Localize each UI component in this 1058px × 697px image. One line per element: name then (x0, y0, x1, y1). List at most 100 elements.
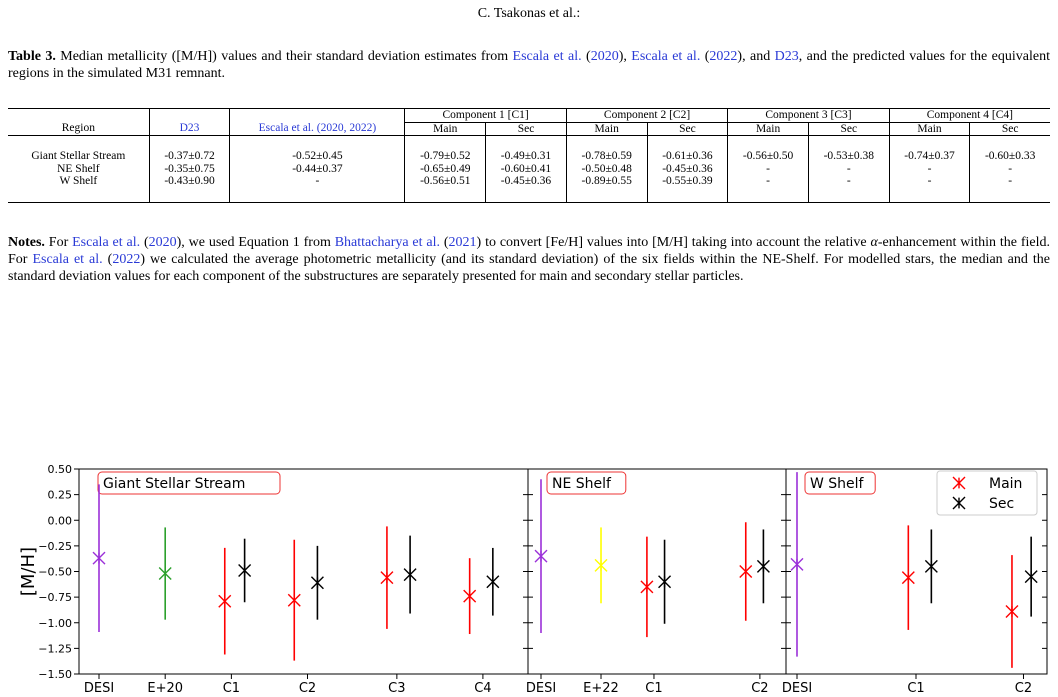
x-tick-label: E+22 (583, 681, 619, 696)
panel-frame (527, 468, 787, 675)
citation-year-link[interactable]: 2022 (112, 252, 141, 267)
y-axis-label: [M/H] (18, 547, 39, 596)
panel-title: NE Shelf (552, 476, 612, 492)
header-blank (229, 108, 406, 122)
cell-c2-main: -0.50±0.48 (566, 162, 648, 175)
panel-title: W Shelf (810, 476, 865, 492)
cell-c3-main: - (727, 175, 809, 188)
y-tick-label: −1.00 (38, 617, 72, 630)
running-header: C. Tsakonas et al.: (477, 6, 581, 21)
data-point-marker (534, 549, 548, 563)
panel-title-box (97, 471, 281, 495)
sub-sec: Sec (485, 122, 567, 136)
sub-sec: Sec (808, 122, 890, 136)
notes-label: Notes. (8, 235, 45, 250)
cell-c1-main: -0.56±0.51 (404, 175, 487, 188)
y-tick-label: 0.25 (48, 489, 73, 502)
data-point-marker (403, 568, 417, 582)
header-blank (8, 108, 150, 122)
notes-text: ( (102, 252, 113, 267)
y-tick-label: 0.00 (48, 514, 73, 527)
spacer (485, 187, 567, 203)
panel-title: Giant Stellar Stream (103, 476, 245, 492)
x-tick-label: C2 (751, 681, 768, 696)
spacer (485, 135, 567, 150)
cell-c3-sec: -0.53±0.38 (808, 150, 890, 163)
spacer (8, 135, 150, 150)
data-point-marker (238, 563, 252, 577)
cell-c3-sec: - (808, 175, 890, 188)
col-escala-header-link[interactable]: Escala et al. (2020, 2022) (229, 122, 406, 136)
caption-text: , and the predicted values for the equiv… (8, 49, 1050, 81)
cell-c1-sec: -0.45±0.36 (485, 175, 567, 188)
x-tick-label: C1 (907, 681, 924, 696)
table-notes: Notes. For Escala et al. (2020), we used… (8, 234, 1050, 285)
col-region-header: Region (8, 122, 150, 136)
x-tick-label: C1 (223, 681, 240, 696)
cell-c1-sec: -0.60±0.41 (485, 162, 567, 175)
sub-main: Main (727, 122, 809, 136)
cell-d23: -0.35±0.75 (149, 162, 231, 175)
notes-text: For (44, 235, 73, 250)
sub-sec: Sec (969, 122, 1050, 136)
data-point-marker (594, 558, 608, 572)
citation-link[interactable]: Escala et al. (32, 252, 103, 267)
data-point-marker (486, 575, 500, 589)
spacer (647, 135, 729, 150)
citation-year-link[interactable]: 2020 (590, 49, 619, 64)
table-caption: Table 3. Median metallicity ([M/H]) valu… (8, 48, 1050, 82)
citation-link[interactable]: Bhattacharya et al. (334, 235, 441, 250)
caption-text: ), and (737, 49, 775, 64)
spacer (808, 135, 890, 150)
panel-title-box (546, 471, 627, 495)
notes-text: ( (140, 235, 149, 250)
data-point-marker (739, 565, 753, 578)
spacer (229, 187, 406, 203)
data-point-marker (658, 575, 672, 589)
metallicity-table: Component 1 [C1] Component 2 [C2] Compon… (8, 108, 1050, 203)
spacer (149, 187, 231, 203)
spacer (229, 135, 406, 150)
data-point-marker (218, 594, 232, 608)
cell-region: NE Shelf (8, 162, 150, 175)
data-point-marker (287, 593, 301, 607)
data-point-marker (756, 559, 770, 573)
citation-year-link[interactable]: 2022 (709, 49, 738, 64)
component-header: Component 3 [C3] (727, 108, 890, 123)
citation-link[interactable]: D23 (774, 49, 799, 64)
spacer (647, 187, 729, 203)
caption-text: ( (700, 49, 710, 64)
component-header: Component 1 [C1] (404, 108, 567, 123)
legend-marker (952, 496, 966, 510)
citation-year-link[interactable]: 2020 (148, 235, 177, 250)
cell-escala: - (229, 175, 406, 188)
spacer (889, 135, 971, 150)
notes-text: ) to convert [Fe/H] values into [M/H] ta… (476, 235, 871, 250)
notes-text: ), we used Equation 1 from (176, 235, 335, 250)
cell-c4-sec: - (1008, 175, 1013, 187)
cell-c2-main: -0.89±0.55 (566, 175, 648, 188)
alpha-symbol: α (870, 235, 878, 250)
x-tick-label: DESI (84, 681, 114, 696)
citation-link[interactable]: Escala et al. (512, 49, 582, 64)
cell-c1-main: -0.65±0.49 (404, 162, 487, 175)
citation-link[interactable]: Escala et al. (72, 235, 141, 250)
spacer (889, 187, 971, 203)
x-tick-label: C3 (388, 681, 405, 696)
spacer (149, 135, 231, 150)
cell-c3-main: -0.56±0.50 (727, 150, 809, 163)
col-d23-header-link[interactable]: D23 (149, 122, 231, 136)
cell-d23: -0.43±0.90 (149, 175, 231, 188)
notes-text: ) we calculated the average photometric … (8, 252, 1050, 284)
citation-link[interactable]: Escala et al. (631, 49, 701, 64)
x-tick-label: C1 (645, 681, 662, 696)
notes-text: -enhancement within the field. For (8, 235, 1050, 267)
y-tick-label: −1.25 (38, 642, 72, 655)
component-header: Component 2 [C2] (566, 108, 729, 123)
citation-year-link[interactable]: 2021 (448, 235, 477, 250)
header-blank (149, 108, 231, 122)
x-tick-label: DESI (782, 681, 812, 696)
legend-label: Main (989, 476, 1022, 492)
data-point-marker (158, 567, 172, 581)
cell-c2-main: -0.78±0.59 (566, 150, 648, 163)
